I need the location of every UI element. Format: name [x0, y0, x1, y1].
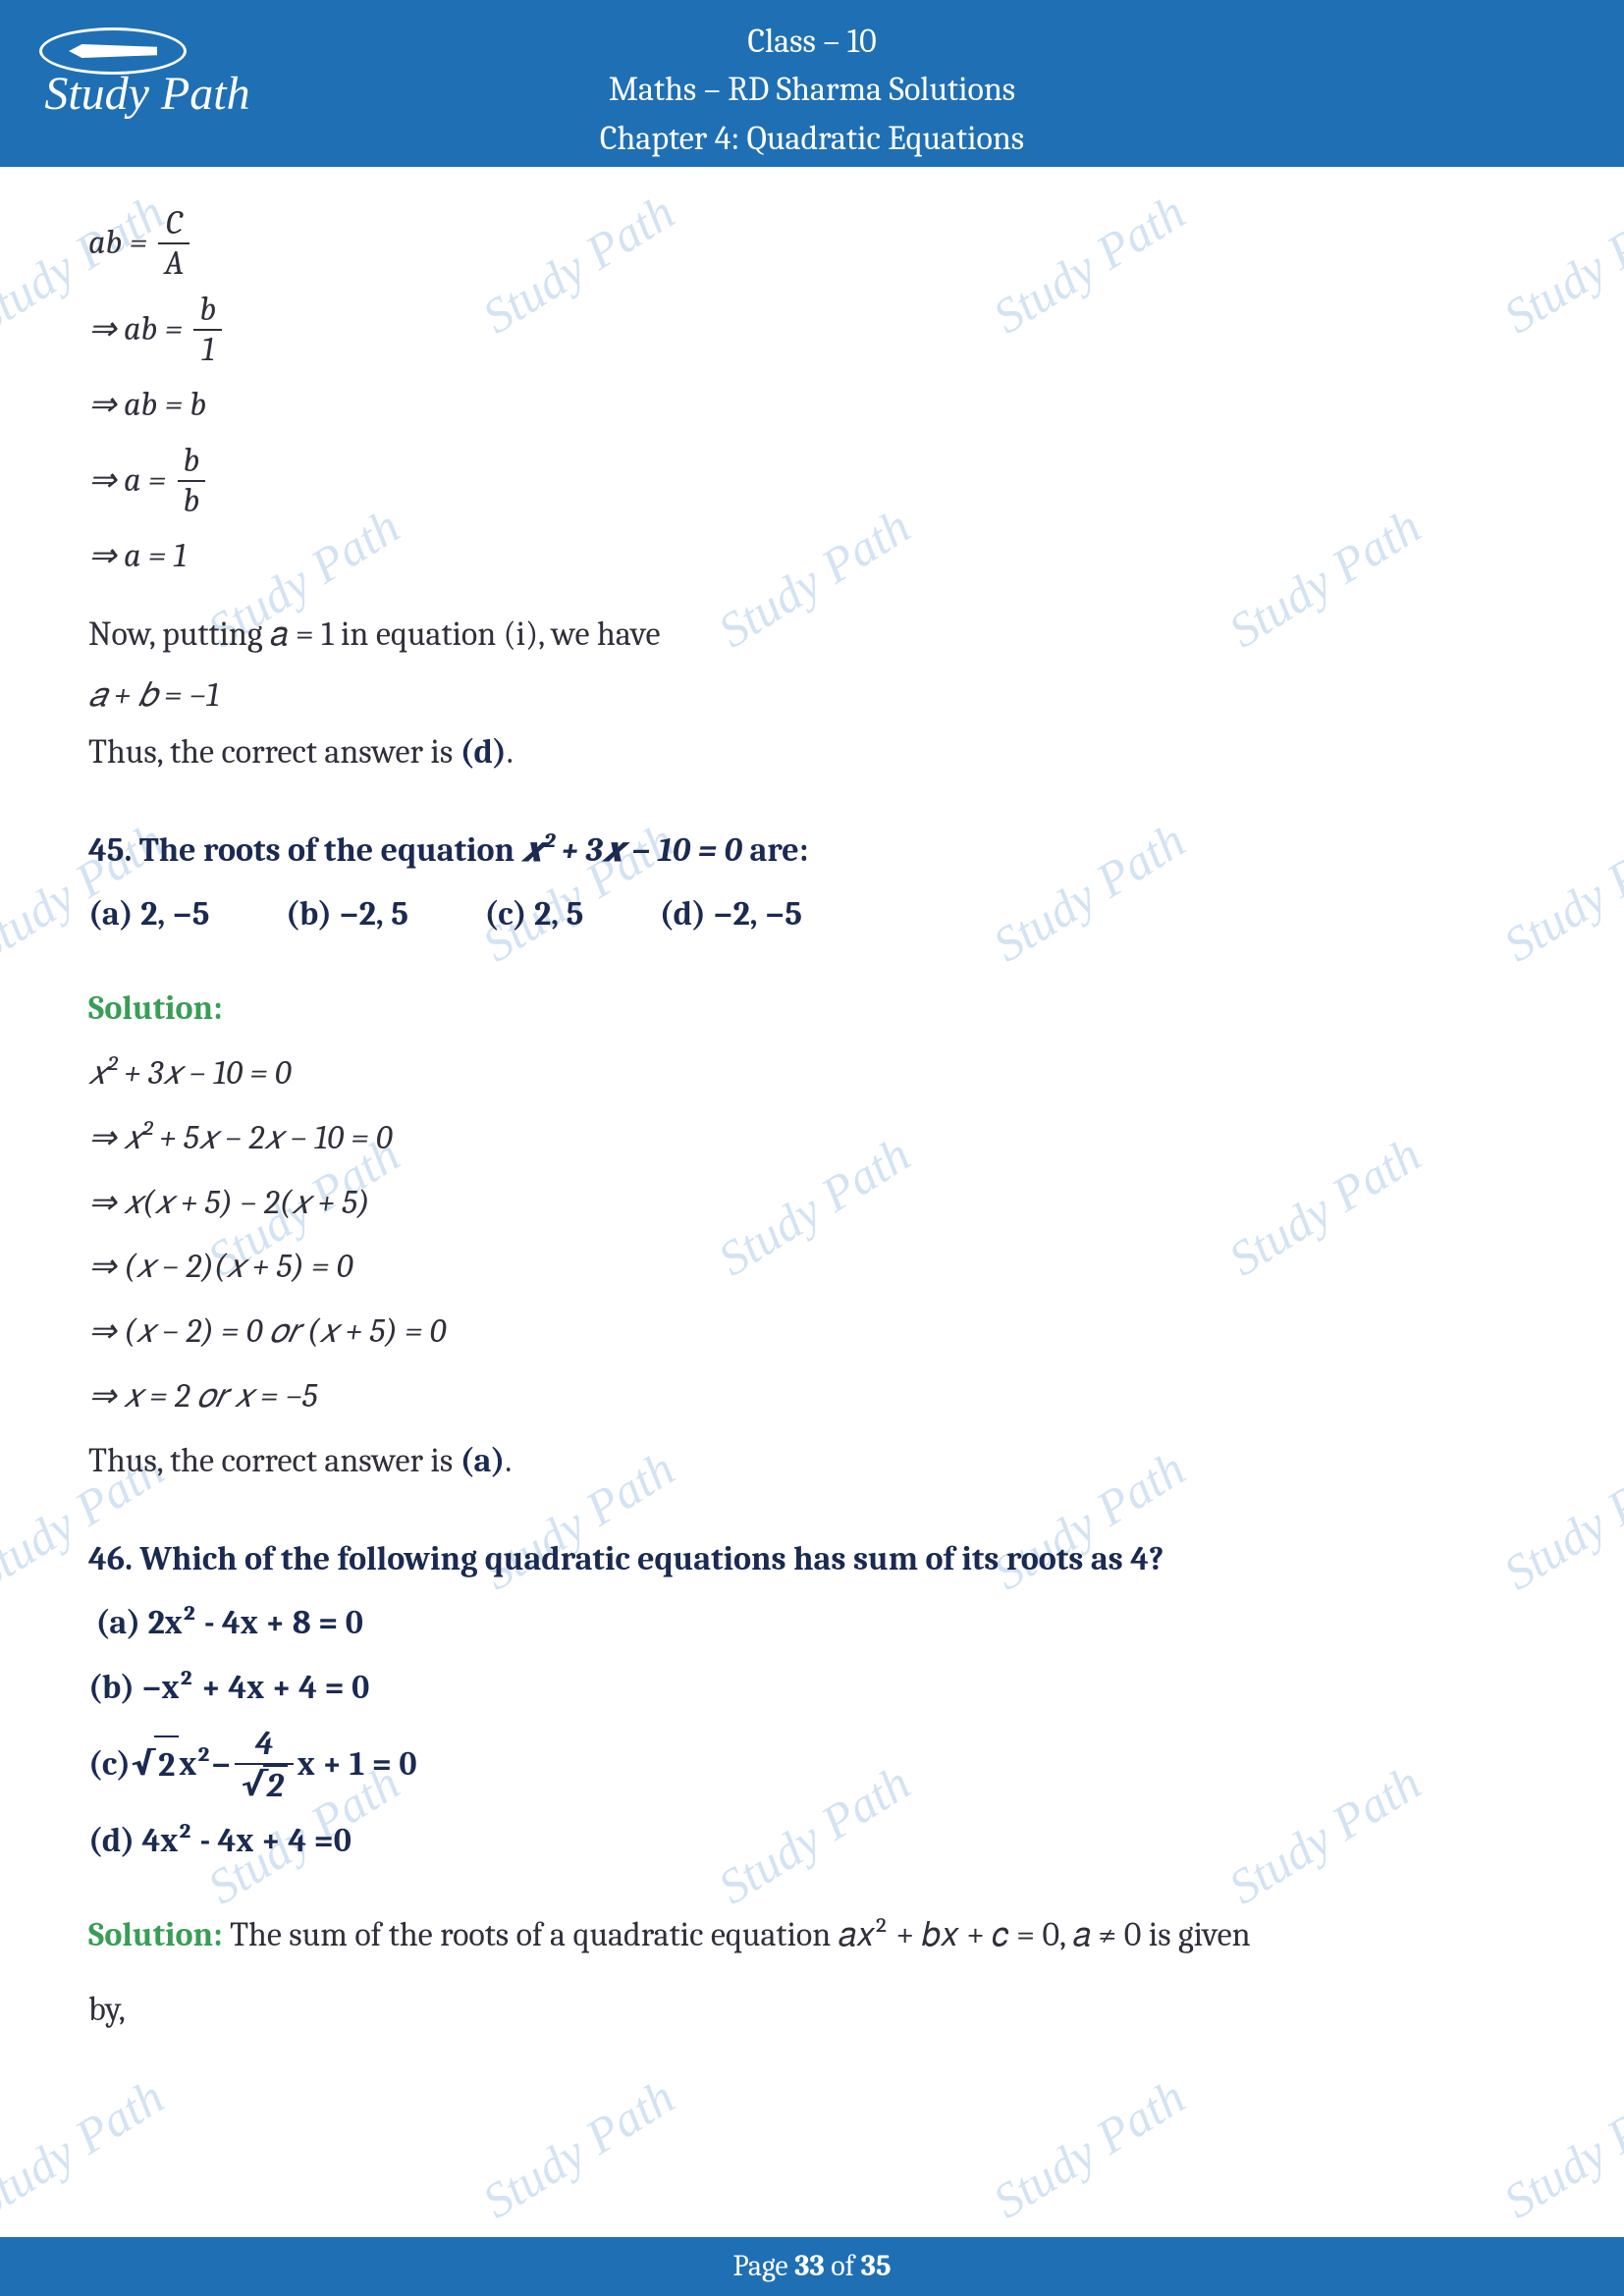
sqrt-radicand: 2	[154, 1735, 179, 1794]
eq-line: ⇒ 𝑥 = 2 𝑜𝑟 𝑥 = −5	[88, 1368, 1536, 1425]
fraction-bot: A	[158, 244, 189, 283]
xsq: x²	[179, 1736, 211, 1793]
eq-text: ab =	[88, 215, 147, 272]
footer-current-page: 33	[794, 2249, 824, 2283]
solution-label: Solution:	[88, 1915, 230, 1954]
option-label: (c)	[88, 1736, 131, 1793]
option-b: (b) −2, 5	[286, 886, 408, 943]
eq-line: ab = C A	[88, 204, 1536, 283]
fraction-bot: 2	[235, 1765, 294, 1805]
option-a: (a) 2x² - 4x + 8 = 0	[88, 1595, 1536, 1652]
solution-block: Solution: The sum of the roots of a quad…	[88, 1907, 1536, 1964]
eq-text: ⇒ ab =	[88, 301, 183, 358]
option-value: −2, 5	[340, 894, 408, 934]
answer-post: .	[505, 1441, 512, 1480]
fraction: 4 2	[235, 1725, 294, 1805]
question-45-options: (a) 2, −5 (b) −2, 5 (c) 2, 5 (d) −2, −5	[88, 886, 1536, 943]
option-c: (c) 2, 5	[484, 886, 583, 943]
option-d: (d) −2, −5	[660, 886, 802, 943]
option-label: (a)	[95, 1603, 147, 1642]
fraction-top: 4	[235, 1725, 294, 1765]
tail: x + 1 = 0	[298, 1736, 417, 1793]
answer-pre: Thus, the correct answer is	[88, 732, 460, 772]
eq-line: ⇒ ab = b 1	[88, 291, 1536, 369]
option-c: (c) 2x² − 4 2 x + 1 = 0	[88, 1725, 1536, 1805]
minus: −	[211, 1736, 231, 1793]
fraction-top: b	[178, 442, 206, 482]
eq-text: ⇒ a =	[88, 453, 166, 509]
answer-line: Thus, the correct answer is (a).	[88, 1433, 1536, 1490]
q-pre: 45. The roots of the equation	[88, 830, 522, 870]
eq-line: ⇒ (𝑥 − 2) = 0 𝑜𝑟 (𝑥 + 5) = 0	[88, 1304, 1536, 1361]
eq-line: ⇒ ab = b	[88, 377, 1536, 434]
option-value: −2, −5	[713, 894, 802, 934]
watermark-text: Study Path	[1493, 2068, 1624, 2230]
question-46-options: (a) 2x² - 4x + 8 = 0 (b) −x² + 4x + 4 = …	[88, 1595, 1536, 1870]
page-content: ab = C A ⇒ ab = b 1 ⇒ ab = b ⇒ a = b b ⇒…	[0, 167, 1624, 2038]
option-label: (b)	[286, 894, 340, 934]
eq-line: ⇒ 𝑥(𝑥 + 5) − 2(𝑥 + 5)	[88, 1175, 1536, 1232]
answer-post: .	[507, 732, 514, 772]
page-header: Study Path Class – 10 Maths – RD Sharma …	[0, 0, 1624, 167]
q-math: 𝒙² + 3𝒙 − 10 = 0	[522, 830, 742, 870]
eq-line: ⇒ 𝑥² + 5𝑥 − 2𝑥 − 10 = 0	[88, 1110, 1536, 1167]
footer-mid: of	[825, 2249, 861, 2283]
fraction-top: C	[158, 204, 189, 244]
sqrt-radicand: 2	[263, 1765, 288, 1805]
fraction: b b	[178, 442, 206, 520]
solution-text: The sum of the roots of a quadratic equa…	[230, 1915, 1251, 1954]
option-label: (d)	[88, 1821, 142, 1860]
eq-line: 𝑥² + 3𝑥 − 10 = 0	[88, 1045, 1536, 1102]
question-46-title: 46. Which of the following quadratic equ…	[88, 1531, 1536, 1588]
eq-line: ⇒ a = 1	[88, 528, 1536, 585]
answer-bold: (d)	[460, 732, 507, 772]
q-post: are:	[742, 830, 808, 870]
option-label: (d)	[660, 894, 714, 934]
sqrt-icon: 2	[131, 1735, 179, 1794]
option-label: (c)	[484, 894, 534, 934]
logo-text: Study Path	[39, 67, 255, 121]
brand-logo: Study Path	[39, 27, 255, 145]
answer-bold: (a)	[460, 1441, 506, 1480]
option-label: (b)	[88, 1668, 142, 1707]
watermark-text: Study Path	[983, 2068, 1195, 2230]
option-value: 4x² - 4x + 4 =0	[142, 1821, 352, 1860]
paragraph: Now, putting 𝑎 = 1 in equation (i), we h…	[88, 607, 1536, 664]
fraction: C A	[158, 204, 189, 283]
option-value: 2x² − 4 2 x + 1 = 0	[131, 1725, 417, 1805]
watermark-text: Study Path	[0, 2068, 174, 2230]
sqrt-icon: 2	[241, 1765, 288, 1805]
answer-pre: Thus, the correct answer is	[88, 1441, 460, 1480]
answer-line: Thus, the correct answer is (d).	[88, 724, 1536, 781]
option-d: (d) 4x² - 4x + 4 =0	[88, 1813, 1536, 1870]
eq-line: 𝑎 + 𝑏 = −1	[88, 667, 1536, 724]
solution-text-cont: by,	[88, 1982, 1536, 2039]
page-footer: Page 33 of 35	[0, 2237, 1624, 2296]
eq-line: ⇒ a = b b	[88, 442, 1536, 520]
solution-label: Solution:	[88, 988, 223, 1028]
option-value: 2, −5	[140, 894, 209, 934]
option-value: 2, 5	[534, 894, 583, 934]
solution-block: Solution:	[88, 981, 1536, 1038]
footer-total-pages: 35	[861, 2249, 892, 2283]
fraction-bot: 1	[193, 331, 222, 369]
fraction-top: b	[193, 291, 222, 331]
footer-pre: Page	[732, 2249, 794, 2283]
fraction: b 1	[193, 291, 222, 369]
eq-line: ⇒ (𝑥 − 2)(𝑥 + 5) = 0	[88, 1239, 1536, 1296]
fraction-bot: b	[178, 482, 206, 520]
question-45-title: 45. The roots of the equation 𝒙² + 3𝒙 − …	[88, 823, 1536, 880]
option-b: (b) −x² + 4x + 4 = 0	[88, 1660, 1536, 1717]
option-value: 2x² - 4x + 8 = 0	[148, 1603, 363, 1642]
option-label: (a)	[88, 894, 140, 934]
option-value: −x² + 4x + 4 = 0	[142, 1668, 370, 1707]
watermark-text: Study Path	[472, 2068, 684, 2230]
option-a: (a) 2, −5	[88, 886, 210, 943]
